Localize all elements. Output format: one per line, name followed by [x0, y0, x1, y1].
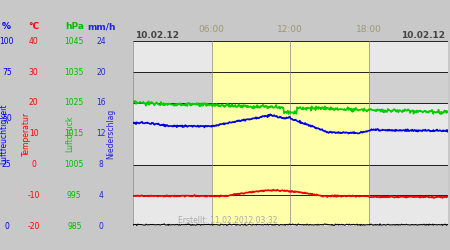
Text: Erstellt: 11.02.2012 03:32: Erstellt: 11.02.2012 03:32 [178, 216, 277, 225]
Text: 75: 75 [2, 68, 12, 77]
Bar [369, 72, 448, 103]
Text: 4: 4 [99, 191, 104, 200]
Bar [212, 41, 369, 226]
Text: 16: 16 [96, 98, 106, 107]
Text: 10.02.12: 10.02.12 [135, 31, 179, 40]
Text: Luftfeuchtigkeit: Luftfeuchtigkeit [0, 104, 8, 164]
Text: 12:00: 12:00 [277, 25, 303, 34]
Text: %: % [2, 22, 11, 31]
Text: °C: °C [28, 22, 39, 31]
Text: 10: 10 [29, 129, 39, 138]
Bar [133, 195, 212, 226]
Text: Luftdruck: Luftdruck [65, 116, 74, 152]
Text: 06:00: 06:00 [198, 25, 225, 34]
Text: 10.02.12: 10.02.12 [401, 31, 446, 40]
Text: -20: -20 [27, 222, 40, 231]
Bar [369, 41, 448, 72]
Text: 995: 995 [67, 191, 81, 200]
Text: 40: 40 [29, 37, 39, 46]
Text: mm/h: mm/h [87, 22, 116, 31]
Text: 0: 0 [99, 222, 104, 231]
Text: 0: 0 [4, 222, 9, 231]
Bar [369, 195, 448, 226]
Text: 1045: 1045 [64, 37, 84, 46]
Text: 25: 25 [2, 160, 12, 169]
Bar [133, 195, 448, 226]
Text: 985: 985 [67, 222, 81, 231]
Text: 8: 8 [99, 160, 104, 169]
Text: 1035: 1035 [64, 68, 84, 77]
Bar [133, 41, 212, 72]
Text: 20: 20 [29, 98, 39, 107]
Text: 20: 20 [96, 68, 106, 77]
Bar [133, 165, 212, 195]
Bar [133, 165, 448, 195]
Bar [133, 103, 448, 165]
Text: 1025: 1025 [65, 98, 84, 107]
Text: 0: 0 [32, 160, 36, 169]
Text: 24: 24 [96, 37, 106, 46]
Text: Temperatur: Temperatur [22, 112, 31, 156]
Text: Niederschlag: Niederschlag [106, 108, 115, 159]
Bar [133, 103, 212, 165]
Text: 100: 100 [0, 37, 14, 46]
Text: 1015: 1015 [65, 129, 84, 138]
Text: 1005: 1005 [64, 160, 84, 169]
Text: 30: 30 [29, 68, 39, 77]
Bar [369, 165, 448, 195]
Text: 50: 50 [2, 114, 12, 123]
Text: 18:00: 18:00 [356, 25, 382, 34]
Bar [133, 41, 448, 72]
Text: 12: 12 [96, 129, 106, 138]
Bar [133, 72, 212, 103]
Bar [369, 103, 448, 165]
Text: -10: -10 [27, 191, 40, 200]
Bar [133, 72, 448, 103]
Text: hPa: hPa [65, 22, 84, 31]
